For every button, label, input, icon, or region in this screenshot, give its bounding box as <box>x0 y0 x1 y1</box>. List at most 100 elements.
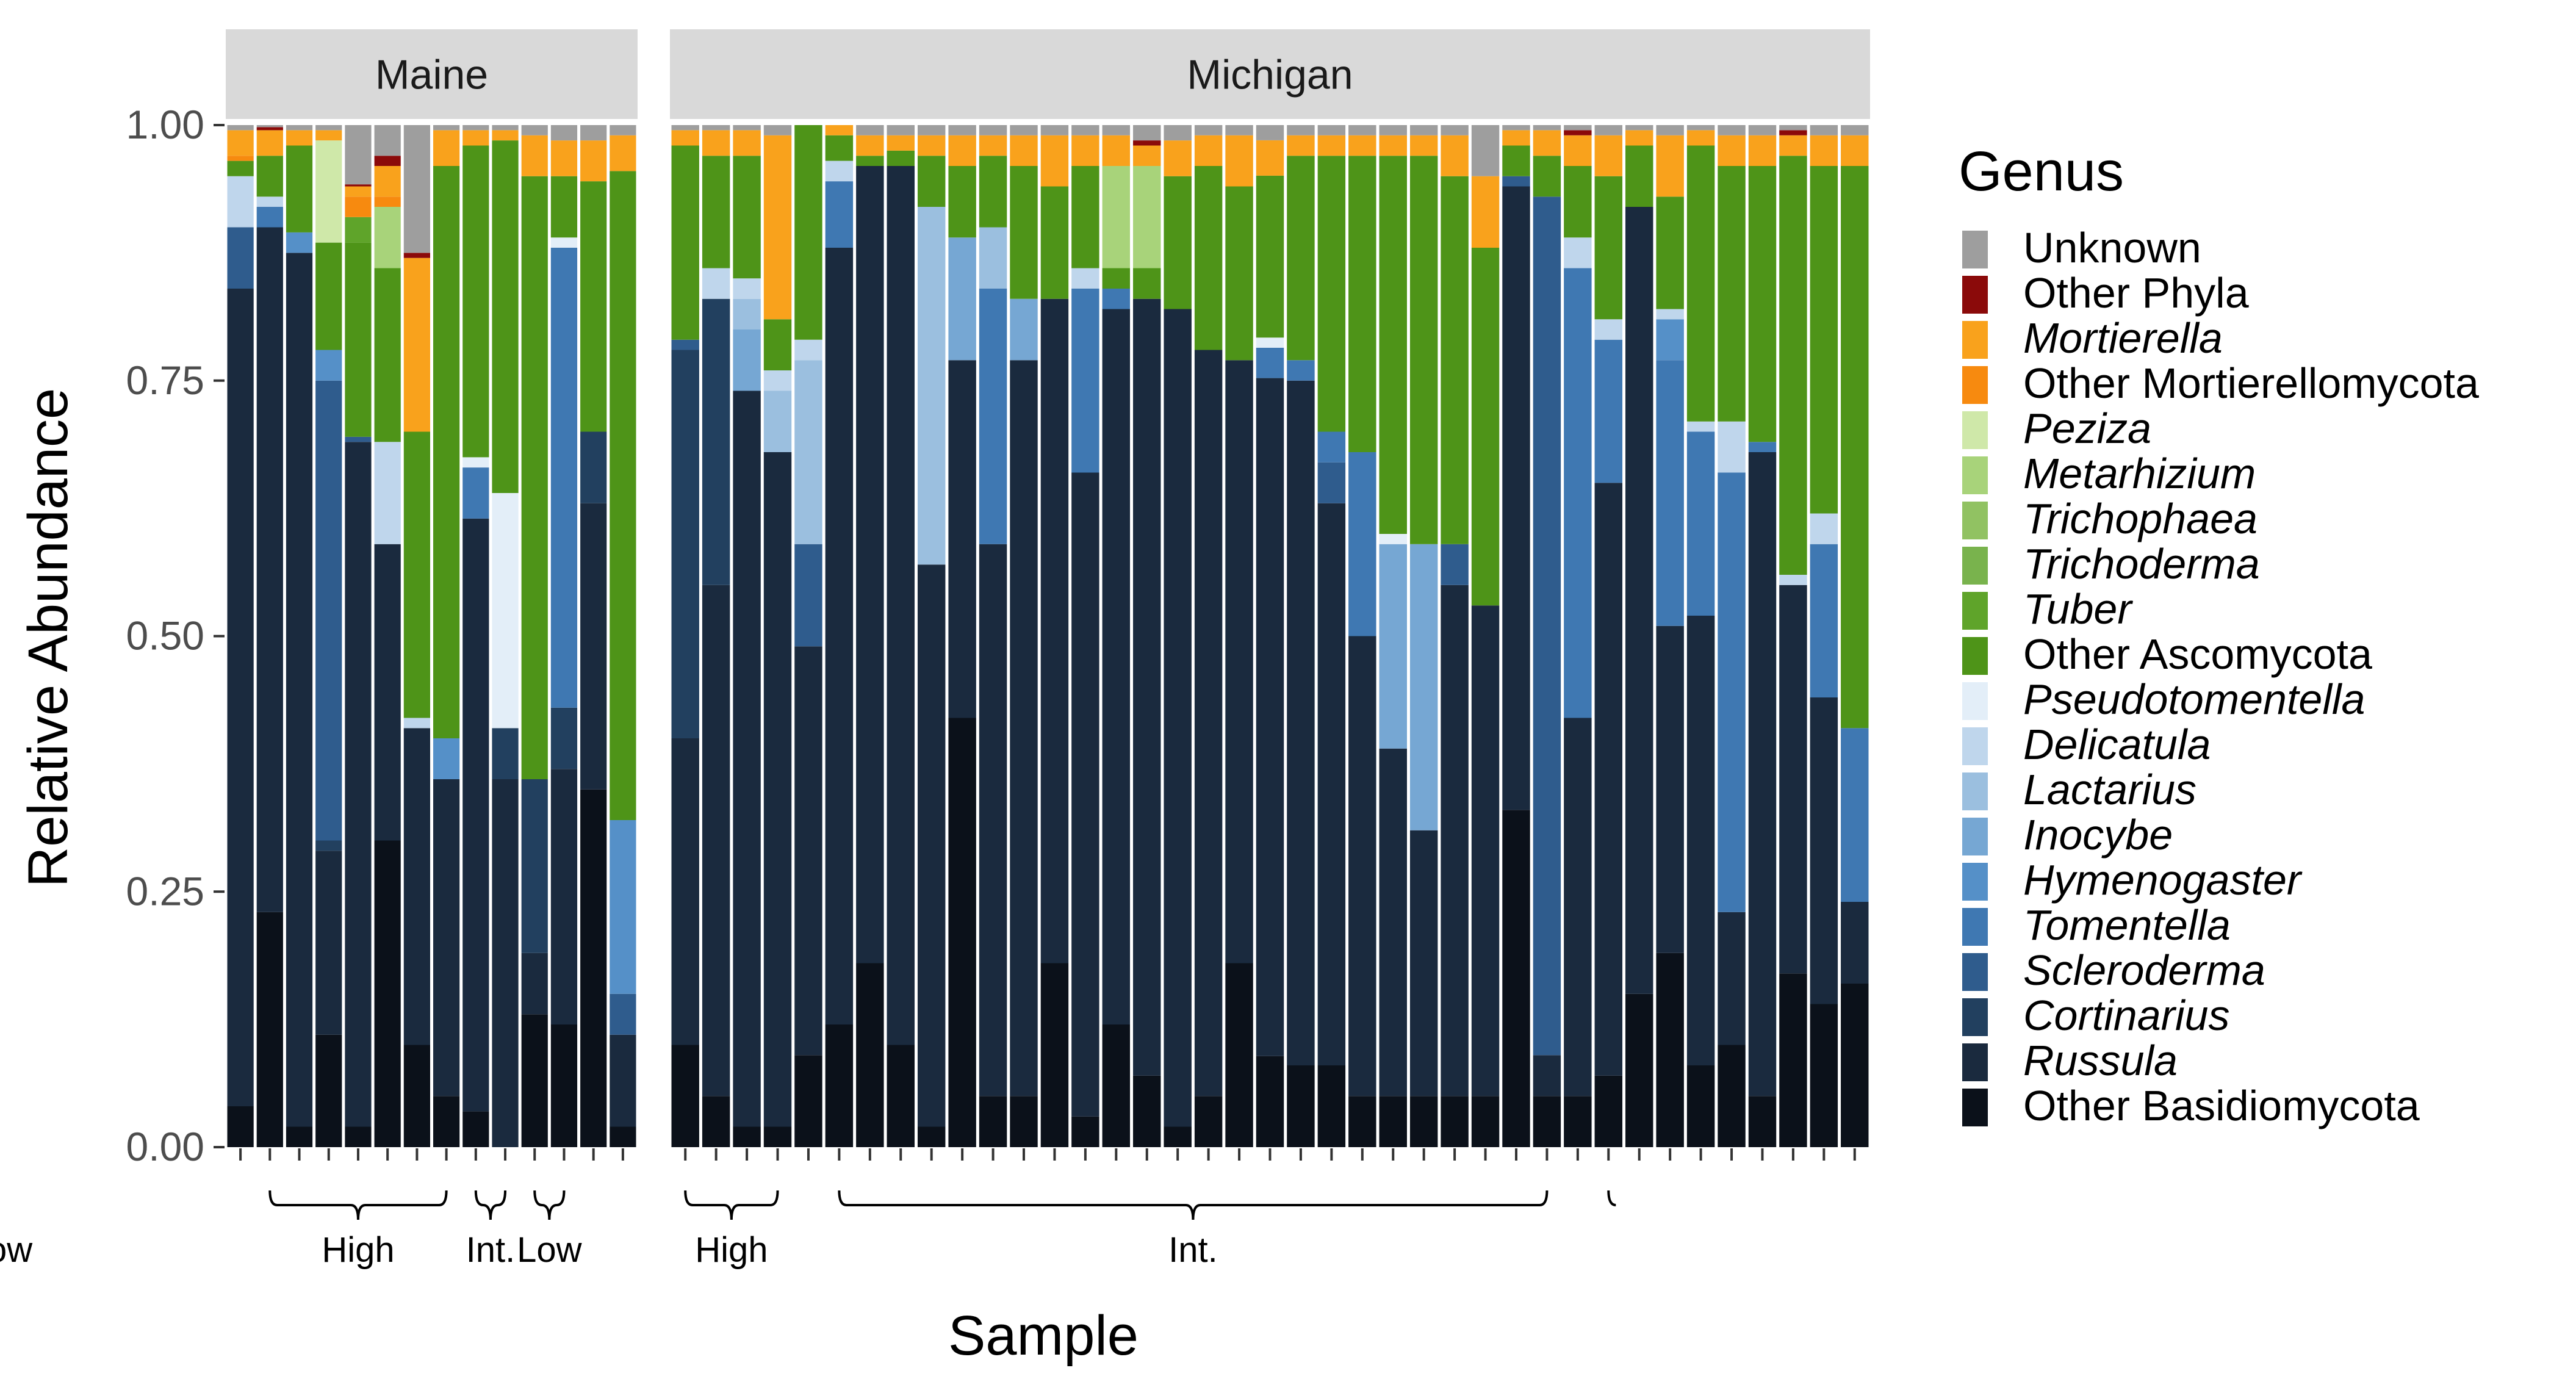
bar-segment-unknown <box>403 125 430 253</box>
bar-segment-other-basidiomycota <box>825 1024 854 1147</box>
legend-item-cortinarius: Cortinarius <box>1962 992 2229 1039</box>
legend-item-tuber: Tuber <box>1962 585 2133 633</box>
bar-segment-hymenogaster <box>433 738 460 779</box>
bar-segment-russula <box>917 564 946 1127</box>
bar-segment-russula <box>374 544 401 841</box>
bar-segment-mortierella <box>1748 135 1777 166</box>
bar-segment-other-basidiomycota <box>887 1045 915 1147</box>
bar-segment-russula <box>1533 1055 1561 1097</box>
bar-segment-other-ascomycota <box>1841 166 1869 729</box>
bar-segment-unknown <box>1748 125 1777 135</box>
bar-segment-other-basidiomycota <box>794 1055 822 1147</box>
bar-segment-tuber <box>345 217 372 243</box>
bar-segment-other-ascomycota <box>1533 156 1561 197</box>
bar-segment-delicatula <box>1686 421 1715 432</box>
legend-label: Other Basidiomycota <box>2023 1082 2420 1129</box>
bar-segment-tomentella <box>1656 360 1684 626</box>
sample-bar <box>1040 125 1069 1147</box>
bar-segment-delicatula <box>256 196 283 207</box>
bar-segment-other-basidiomycota <box>702 1096 730 1147</box>
sample-bar <box>1625 125 1653 1147</box>
sample-bar <box>1102 125 1131 1147</box>
bar-segment-unknown <box>1040 125 1069 135</box>
bar-segment-russula <box>403 728 430 1045</box>
bar-segment-other-basidiomycota <box>256 912 283 1147</box>
y-tick-label: 1.00 <box>126 102 204 147</box>
bar-segment-russula <box>433 779 460 1097</box>
sample-bar <box>256 125 283 1147</box>
facet-strip-maine <box>226 29 638 119</box>
bar-segment-other-basidiomycota <box>1102 1024 1131 1147</box>
legend-label: Other Phyla <box>2023 269 2249 317</box>
legend-label: Pseudotomentella <box>2023 675 2365 723</box>
sample-bar <box>1317 125 1346 1147</box>
bar-segment-other-ascomycota <box>1317 156 1346 432</box>
bar-segment-other-basidiomycota <box>1379 1096 1407 1147</box>
bar-segment-mortierella <box>1841 135 1869 166</box>
bar-segment-delicatula <box>733 278 761 299</box>
sample-bar <box>1409 125 1438 1147</box>
bar-segment-other-ascomycota <box>1748 166 1777 442</box>
bar-segment-other-basidiomycota <box>1502 810 1530 1147</box>
sample-bar <box>1010 125 1038 1147</box>
legend-label: Tuber <box>2023 585 2133 633</box>
panel-maine <box>226 125 638 1147</box>
facet-label-michigan: Michigan <box>1187 52 1353 98</box>
bar-segment-inocybe <box>733 329 761 391</box>
bar-segment-mortierella <box>1287 135 1315 156</box>
bar-segment-other-ascomycota <box>1040 186 1069 299</box>
bar-segment-mortierella <box>1471 176 1500 248</box>
sample-bar <box>1348 125 1376 1147</box>
bar-segment-other-basidiomycota <box>227 1106 254 1147</box>
legend-label: Russula <box>2023 1037 2178 1084</box>
y-tick-label: 0.75 <box>126 358 204 403</box>
bar-segment-scleroderma <box>1441 544 1469 585</box>
legend-label: Tomentella <box>2023 901 2231 949</box>
bar-segment-tomentella <box>256 207 283 228</box>
bar-segment-hymenogaster <box>1656 319 1684 361</box>
bar-segment-unknown <box>702 125 730 131</box>
bar-segment-mortierella <box>1718 135 1746 166</box>
bar-segment-cortinarius <box>671 350 699 738</box>
bar-segment-pseudotomentella <box>1379 534 1407 544</box>
legend-item-other-basidiomycota: Other Basidiomycota <box>1962 1082 2420 1129</box>
bar-segment-russula <box>1810 697 1838 1004</box>
bar-segment-russula <box>1071 472 1099 1117</box>
sample-bar <box>887 125 915 1147</box>
bar-segment-mortierella <box>1256 140 1284 176</box>
legend-swatch <box>1962 411 1988 449</box>
bar-segment-metarhizium <box>1102 166 1131 268</box>
bar-segment-unknown <box>550 125 578 141</box>
bar-segment-other-ascomycota <box>856 156 884 166</box>
bar-segment-mortierella <box>1348 135 1376 156</box>
bar-segment-mortierella <box>433 130 460 166</box>
bar-segment-russula <box>979 544 1007 1097</box>
bar-segment-russula <box>1348 636 1376 1097</box>
bar-segment-mortierella <box>1225 135 1253 187</box>
bar-segment-other-basidiomycota <box>550 1024 578 1147</box>
bar-segment-delicatula <box>1071 268 1099 289</box>
bar-segment-unknown <box>433 125 460 131</box>
bar-segment-russula <box>856 166 884 963</box>
bar-segment-other-basidiomycota <box>1718 1045 1746 1147</box>
bar-segment-mortierella <box>979 135 1007 156</box>
sample-bar <box>1564 125 1592 1147</box>
bar-segment-other-mortierellomycota <box>345 196 372 217</box>
bar-segment-lactarius <box>794 360 822 544</box>
y-tick-label: 0.25 <box>126 868 204 913</box>
legend-label: Peziza <box>2023 405 2151 452</box>
bar-segment-inocybe <box>948 237 976 361</box>
bar-segment-unknown <box>1841 125 1869 135</box>
bar-segment-russula <box>825 248 854 1024</box>
bar-segment-unknown <box>521 125 548 135</box>
legend-label: Delicatula <box>2023 721 2211 768</box>
y-axis: 0.00 0.25 0.50 0.75 1.00 <box>126 102 225 1169</box>
bar-segment-other-ascomycota <box>733 156 761 279</box>
legend-item-tomentella: Tomentella <box>1962 901 2231 949</box>
sample-bar <box>462 125 489 1147</box>
bar-segment-delicatula <box>1594 319 1623 340</box>
bar-segment-mortierella <box>1779 135 1807 156</box>
sample-bar <box>1471 125 1500 1147</box>
